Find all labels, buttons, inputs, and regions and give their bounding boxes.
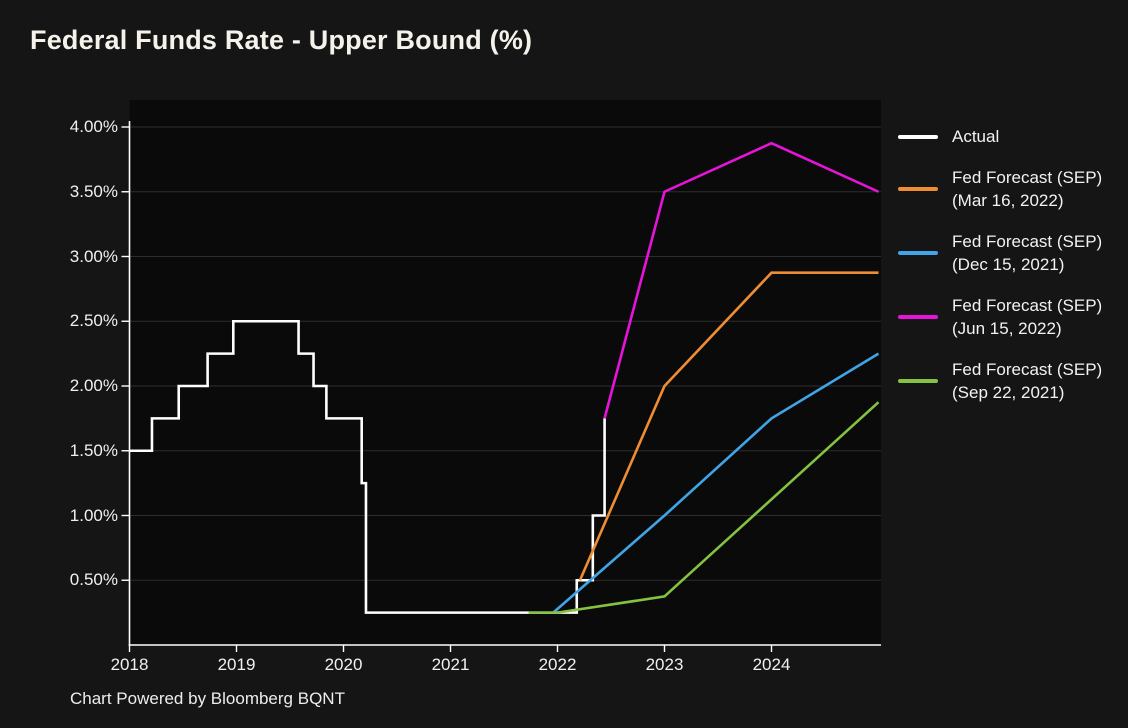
- y-tick-label: 3.00%: [69, 246, 118, 266]
- series-line-actual: [129, 319, 606, 614]
- y-tick-label: 4.00%: [69, 117, 118, 136]
- series-line-fed-forecast-sep-jun-15-2022: [603, 141, 880, 419]
- series-line-fed-forecast-sep-mar-16-2022: [578, 271, 879, 581]
- legend-label-line: (Dec 15, 2021): [952, 255, 1065, 274]
- y-tick-label: 0.50%: [69, 570, 118, 590]
- x-tick-label: 2022: [538, 655, 577, 674]
- chart-title: Federal Funds Rate - Upper Bound (%): [30, 25, 533, 55]
- x-tick-label: 2021: [431, 655, 470, 674]
- legend-label-line: Actual: [952, 127, 1000, 146]
- legend-label-line: (Mar 16, 2022): [952, 191, 1064, 210]
- legend-item-3: Fed Forecast (SEP) (Jun 15, 2022): [898, 294, 1102, 340]
- series-line-fed-forecast-sep-dec-15-2021: [552, 352, 880, 614]
- legend-swatch-icon: [898, 315, 938, 319]
- legend-swatch-icon: [898, 251, 938, 255]
- legend-label-line: Fed Forecast (SEP): [952, 168, 1103, 187]
- legend-label-line: Fed Forecast (SEP): [952, 296, 1103, 315]
- y-tick-label: 1.50%: [69, 440, 118, 460]
- y-tick-label: 3.50%: [69, 181, 118, 201]
- legend-label: Fed Forecast (SEP) (Sep 22, 2021): [952, 358, 1102, 404]
- legend-label: Fed Forecast (SEP) (Jun 15, 2022): [952, 294, 1102, 340]
- legend-label-line: (Sep 22, 2021): [952, 383, 1065, 402]
- legend-label-line: Fed Forecast (SEP): [952, 360, 1103, 379]
- legend-item-0: Actual: [898, 125, 1102, 148]
- y-tick-label: 2.00%: [69, 376, 118, 395]
- x-tick-label: 2019: [217, 655, 256, 674]
- x-tick-label: 2018: [110, 655, 149, 674]
- legend-swatch-icon: [898, 187, 938, 191]
- x-tick-label: 2023: [645, 655, 684, 674]
- legend-label: Fed Forecast (SEP) (Mar 16, 2022): [952, 166, 1102, 212]
- legend-label: Actual: [952, 125, 999, 148]
- legend-swatch-icon: [898, 379, 938, 383]
- plot-background: [129, 100, 881, 645]
- y-tick-label: 1.00%: [69, 505, 118, 525]
- legend-item-4: Fed Forecast (SEP) (Sep 22, 2021): [898, 358, 1102, 404]
- legend-label: Fed Forecast (SEP) (Dec 15, 2021): [952, 230, 1102, 276]
- chart-legend: Actual Fed Forecast (SEP) (Mar 16, 2022) Fe…: [898, 125, 1102, 404]
- series-line-fed-forecast-sep-sep-22-2021: [528, 401, 880, 614]
- legend-item-1: Fed Forecast (SEP) (Mar 16, 2022): [898, 166, 1102, 212]
- x-tick-label: 2020: [324, 655, 363, 674]
- x-tick-label: 2024: [752, 655, 791, 674]
- legend-item-2: Fed Forecast (SEP) (Dec 15, 2021): [898, 230, 1102, 276]
- y-tick-label: 2.50%: [69, 311, 118, 331]
- chart-footer: Chart Powered by Bloomberg BQNT: [70, 689, 345, 708]
- legend-swatch-icon: [898, 134, 938, 139]
- legend-label-line: Fed Forecast (SEP): [952, 232, 1103, 251]
- legend-label-line: (Jun 15, 2022): [952, 319, 1062, 338]
